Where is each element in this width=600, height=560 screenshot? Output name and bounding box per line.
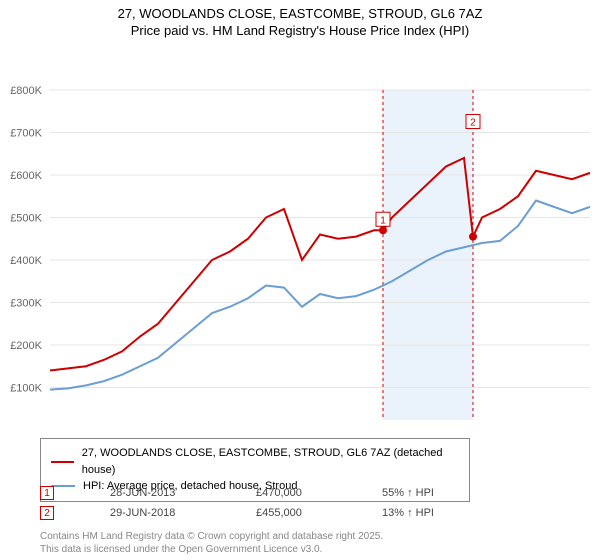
transaction-date: 28-JUN-2013 [110, 487, 200, 499]
svg-text:1: 1 [380, 215, 386, 226]
transaction-date: 29-JUN-2018 [110, 507, 200, 519]
transaction-price: £455,000 [256, 507, 326, 519]
title-line-2: Price paid vs. HM Land Registry's House … [131, 23, 469, 38]
svg-text:£400K: £400K [10, 255, 42, 267]
transaction-delta: 13% ↑ HPI [382, 507, 434, 519]
chart-title: 27, WOODLANDS CLOSE, EASTCOMBE, STROUD, … [0, 0, 600, 40]
svg-text:£500K: £500K [10, 213, 42, 225]
marker-badge: 2 [40, 506, 54, 520]
price-chart: £0£100K£200K£300K£400K£500K£600K£700K£80… [0, 40, 600, 420]
copyright-footer: Contains HM Land Registry data © Crown c… [40, 530, 383, 556]
marker-badge: 1 [40, 486, 54, 500]
svg-text:£600K: £600K [10, 170, 42, 182]
legend-swatch [51, 461, 74, 463]
svg-text:£100K: £100K [10, 383, 42, 395]
title-line-1: 27, WOODLANDS CLOSE, EASTCOMBE, STROUD, … [118, 6, 483, 21]
svg-text:£200K: £200K [10, 340, 42, 352]
legend-item: 27, WOODLANDS CLOSE, EASTCOMBE, STROUD, … [51, 445, 459, 478]
transaction-price: £470,000 [256, 487, 326, 499]
svg-text:£700K: £700K [10, 128, 42, 140]
svg-text:£300K: £300K [10, 298, 42, 310]
footer-line-2: This data is licensed under the Open Gov… [40, 544, 322, 555]
transaction-row: 1 28-JUN-2013 £470,000 55% ↑ HPI [40, 486, 434, 500]
legend-label: 27, WOODLANDS CLOSE, EASTCOMBE, STROUD, … [82, 445, 459, 478]
transaction-row: 2 29-JUN-2018 £455,000 13% ↑ HPI [40, 506, 434, 520]
svg-text:2: 2 [470, 118, 476, 129]
footer-line-1: Contains HM Land Registry data © Crown c… [40, 531, 383, 542]
svg-text:£800K: £800K [10, 85, 42, 97]
transaction-delta: 55% ↑ HPI [382, 487, 434, 499]
